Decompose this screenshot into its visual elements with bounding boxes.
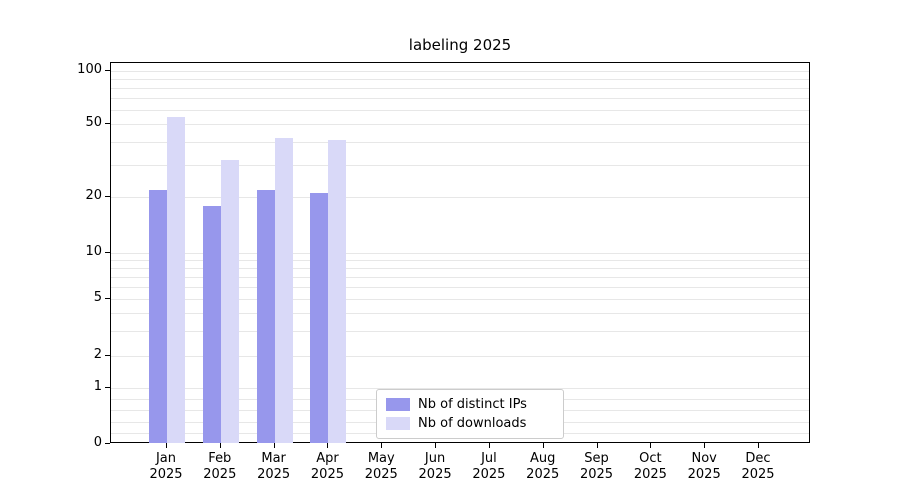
x-tick-label-jun: Jun 2025	[418, 451, 452, 482]
gridline	[111, 123, 809, 125]
bar-mar-downloads	[274, 137, 293, 443]
gridline	[111, 276, 809, 278]
y-tick-mark	[105, 122, 110, 124]
y-tick-label-5: 5	[93, 289, 102, 305]
gridline	[111, 71, 809, 72]
y-tick-mark	[105, 354, 110, 356]
gridline	[111, 330, 809, 332]
gridline	[111, 253, 809, 255]
gridline	[111, 298, 809, 300]
x-tick-label-oct: Oct 2025	[633, 451, 667, 482]
gridline	[111, 164, 809, 166]
bar-jan-distinct-ips	[149, 189, 167, 443]
x-tick-mark	[596, 443, 598, 448]
gridline	[111, 88, 809, 90]
x-tick-mark	[166, 443, 167, 448]
x-tick-mark	[704, 443, 706, 448]
gridline	[111, 110, 809, 112]
bar-apr-downloads	[328, 139, 347, 443]
gridline	[111, 312, 809, 314]
gridline	[111, 267, 809, 269]
x-tick-label-may: May 2025	[364, 451, 398, 482]
x-tick-label-jan: Jan 2025	[149, 451, 183, 482]
x-tick-mark	[650, 443, 652, 448]
x-tick-mark	[273, 443, 275, 448]
bar-feb-downloads	[220, 159, 239, 443]
y-tick-mark	[105, 196, 110, 198]
x-tick-mark	[219, 443, 221, 448]
y-tick-label-1: 1	[93, 378, 102, 394]
bar-jan-downloads	[167, 116, 185, 443]
legend-label-downloads: Nb of downloads	[418, 416, 527, 431]
y-tick-mark	[105, 252, 110, 254]
y-tick-label-100: 100	[77, 62, 102, 77]
gridline	[111, 79, 809, 81]
gridline	[111, 98, 809, 100]
x-tick-label-sep: Sep 2025	[579, 451, 614, 482]
legend-label-distinct-ips: Nb of distinct IPs	[418, 397, 527, 412]
gridline	[111, 141, 809, 143]
x-tick-mark	[435, 443, 437, 448]
x-tick-mark	[488, 443, 490, 448]
x-tick-label-apr: Apr 2025	[310, 451, 344, 482]
x-tick-label-mar: Mar 2025	[257, 451, 291, 482]
y-tick-label-2: 2	[93, 346, 102, 362]
x-tick-label-dec: Dec 2025	[741, 451, 775, 482]
x-tick-label-nov: Nov 2025	[687, 451, 721, 482]
legend-item-distinct-ips: Nb of distinct IPs	[386, 395, 554, 414]
gridline	[111, 260, 809, 262]
y-tick-label-0: 0	[93, 435, 102, 450]
gridline	[111, 387, 809, 389]
legend-swatch-distinct-ips	[386, 398, 410, 411]
y-tick-label-20: 20	[85, 188, 102, 204]
x-tick-mark	[381, 443, 383, 448]
bar-mar-distinct-ips	[256, 189, 275, 443]
y-tick-mark	[105, 443, 110, 444]
legend-item-downloads: Nb of downloads	[386, 414, 554, 433]
bar-apr-distinct-ips	[310, 193, 329, 443]
gridline	[111, 197, 809, 199]
y-tick-label-50: 50	[85, 114, 102, 130]
y-tick-mark	[105, 297, 110, 299]
x-tick-mark	[758, 443, 759, 448]
legend: Nb of distinct IPs Nb of downloads	[376, 389, 564, 439]
gridline	[111, 355, 809, 357]
x-tick-label-aug: Aug 2025	[526, 451, 560, 482]
y-tick-mark	[105, 386, 110, 388]
x-tick-mark	[542, 443, 544, 448]
x-tick-mark	[327, 443, 329, 448]
plot-area	[110, 62, 810, 443]
legend-swatch-downloads	[386, 417, 410, 430]
bar-feb-distinct-ips	[202, 205, 221, 443]
y-tick-label-10: 10	[85, 244, 102, 260]
x-tick-label-feb: Feb 2025	[203, 451, 237, 482]
gridline	[111, 286, 809, 288]
chart-title: labeling 2025	[408, 36, 512, 54]
y-tick-mark	[105, 70, 110, 71]
x-tick-label-jul: Jul 2025	[472, 451, 506, 482]
